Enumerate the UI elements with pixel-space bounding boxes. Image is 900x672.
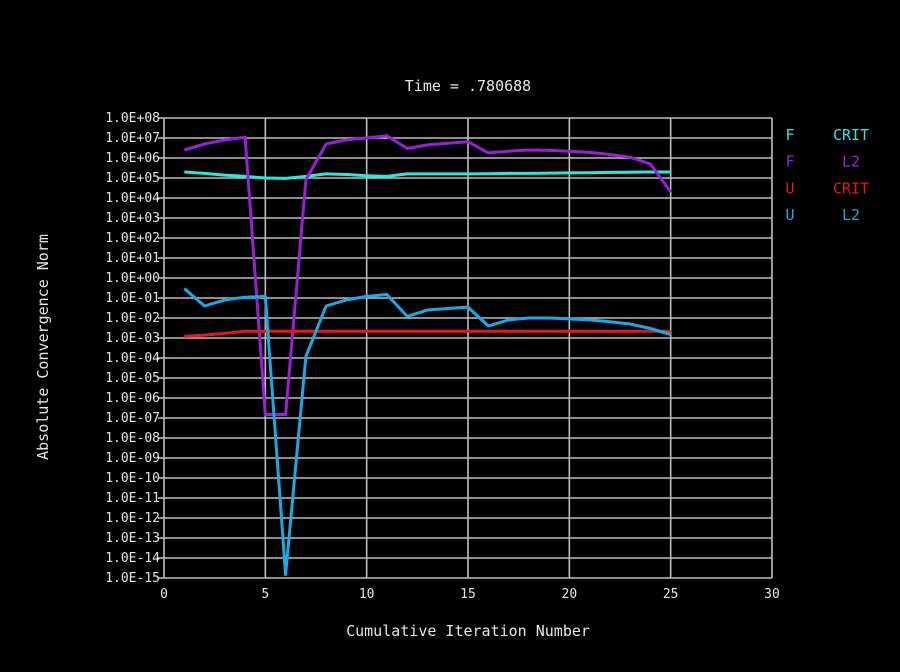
y-tick-label: 1.0E+01 xyxy=(105,251,160,266)
y-tick-label: 1.0E-09 xyxy=(105,451,160,466)
grid xyxy=(163,117,773,579)
y-tick-label: 1.0E+03 xyxy=(105,211,160,226)
legend-entry-left: F xyxy=(785,153,794,171)
y-tick-label: 1.0E-12 xyxy=(105,511,160,526)
chart-title: Time = .780688 xyxy=(405,77,531,95)
x-axis-label: Cumulative Iteration Number xyxy=(346,622,590,640)
legend-entry-left: U xyxy=(785,206,794,224)
y-tick-label: 1.0E-03 xyxy=(105,331,160,346)
y-tick-label: 1.0E-05 xyxy=(105,371,160,386)
y-tick-label: 1.0E-14 xyxy=(105,551,160,566)
y-tick-label: 1.0E+04 xyxy=(105,191,160,206)
y-tick-label: 1.0E-08 xyxy=(105,431,160,446)
legend: F CRIT F L2 U CRIT U L2 xyxy=(785,126,869,224)
y-tick-label: 1.0E-02 xyxy=(105,311,160,326)
y-tick-label: 1.0E-04 xyxy=(105,351,160,366)
series-line xyxy=(184,329,671,338)
y-tick-label: 1.0E-10 xyxy=(105,471,160,486)
x-tick-label: 30 xyxy=(764,587,780,602)
y-axis-label: Absolute Convergence Norm xyxy=(34,234,52,460)
legend-entry-right: L2 xyxy=(842,153,860,171)
x-tick-label: 5 xyxy=(261,587,269,602)
y-tick-label: 1.0E+07 xyxy=(105,131,160,146)
y-tick-label: 1.0E-01 xyxy=(105,291,160,306)
x-ticks: 0 5 10 15 20 25 30 xyxy=(160,587,780,602)
x-tick-label: 20 xyxy=(562,587,578,602)
y-tick-label: 1.0E+00 xyxy=(105,271,160,286)
series-lines xyxy=(183,134,672,576)
legend-entry-right: CRIT xyxy=(833,179,869,197)
y-tick-label: 1.0E+02 xyxy=(105,231,160,246)
x-tick-label: 10 xyxy=(359,587,375,602)
legend-entry-left: F xyxy=(785,126,794,144)
y-ticks: 1.0E+08 1.0E+07 1.0E+06 1.0E+05 1.0E+04 1.0E+… xyxy=(105,111,164,586)
y-tick-label: 1.0E+05 xyxy=(105,171,160,186)
x-tick-label: 25 xyxy=(663,587,679,602)
series-line xyxy=(184,170,671,180)
y-tick-label: 1.0E-07 xyxy=(105,411,160,426)
legend-entry-left: U xyxy=(785,179,794,197)
series-line xyxy=(183,287,672,576)
y-tick-label: 1.0E-06 xyxy=(105,391,160,406)
legend-entry-right: CRIT xyxy=(833,126,869,144)
y-tick-label: 1.0E+06 xyxy=(105,151,160,166)
series-line xyxy=(183,134,672,416)
y-tick-label: 1.0E+08 xyxy=(105,111,160,126)
legend-entry-right: L2 xyxy=(842,206,860,224)
y-tick-label: 1.0E-15 xyxy=(105,571,160,586)
y-tick-label: 1.0E-11 xyxy=(105,491,160,506)
x-tick-label: 15 xyxy=(460,587,476,602)
y-tick-label: 1.0E-13 xyxy=(105,531,160,546)
x-tick-label: 0 xyxy=(160,587,168,602)
